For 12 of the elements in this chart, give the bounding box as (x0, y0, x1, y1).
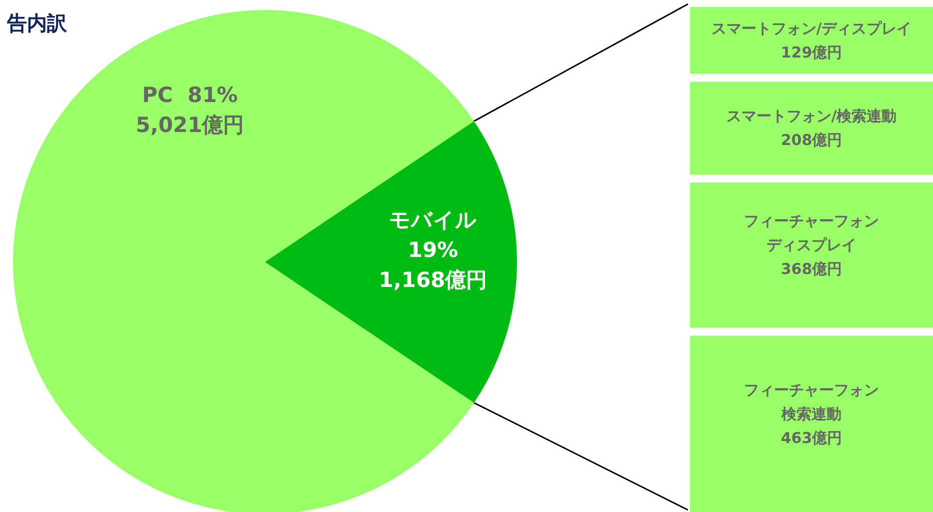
category-label: フィーチャーフォンディスプレイ (744, 212, 879, 254)
data-label: 208億円 (780, 131, 842, 150)
data-label: 129億円 (780, 43, 842, 62)
category-label: フィーチャーフォン検索連動 (744, 380, 879, 423)
chart-title: 告内訳 (6, 11, 68, 35)
slice-label: モバイル (389, 208, 477, 232)
data-label: 463億円 (780, 428, 842, 447)
category-label: スマートフォン/ディスプレイ (711, 19, 912, 38)
slice-label: PC 81% 5,021億円 (136, 83, 244, 137)
category-label: スマートフォン/検索連動 (726, 107, 897, 126)
data-label: 19% 1,168億円 (378, 238, 488, 292)
data-label: 368億円 (780, 260, 842, 278)
